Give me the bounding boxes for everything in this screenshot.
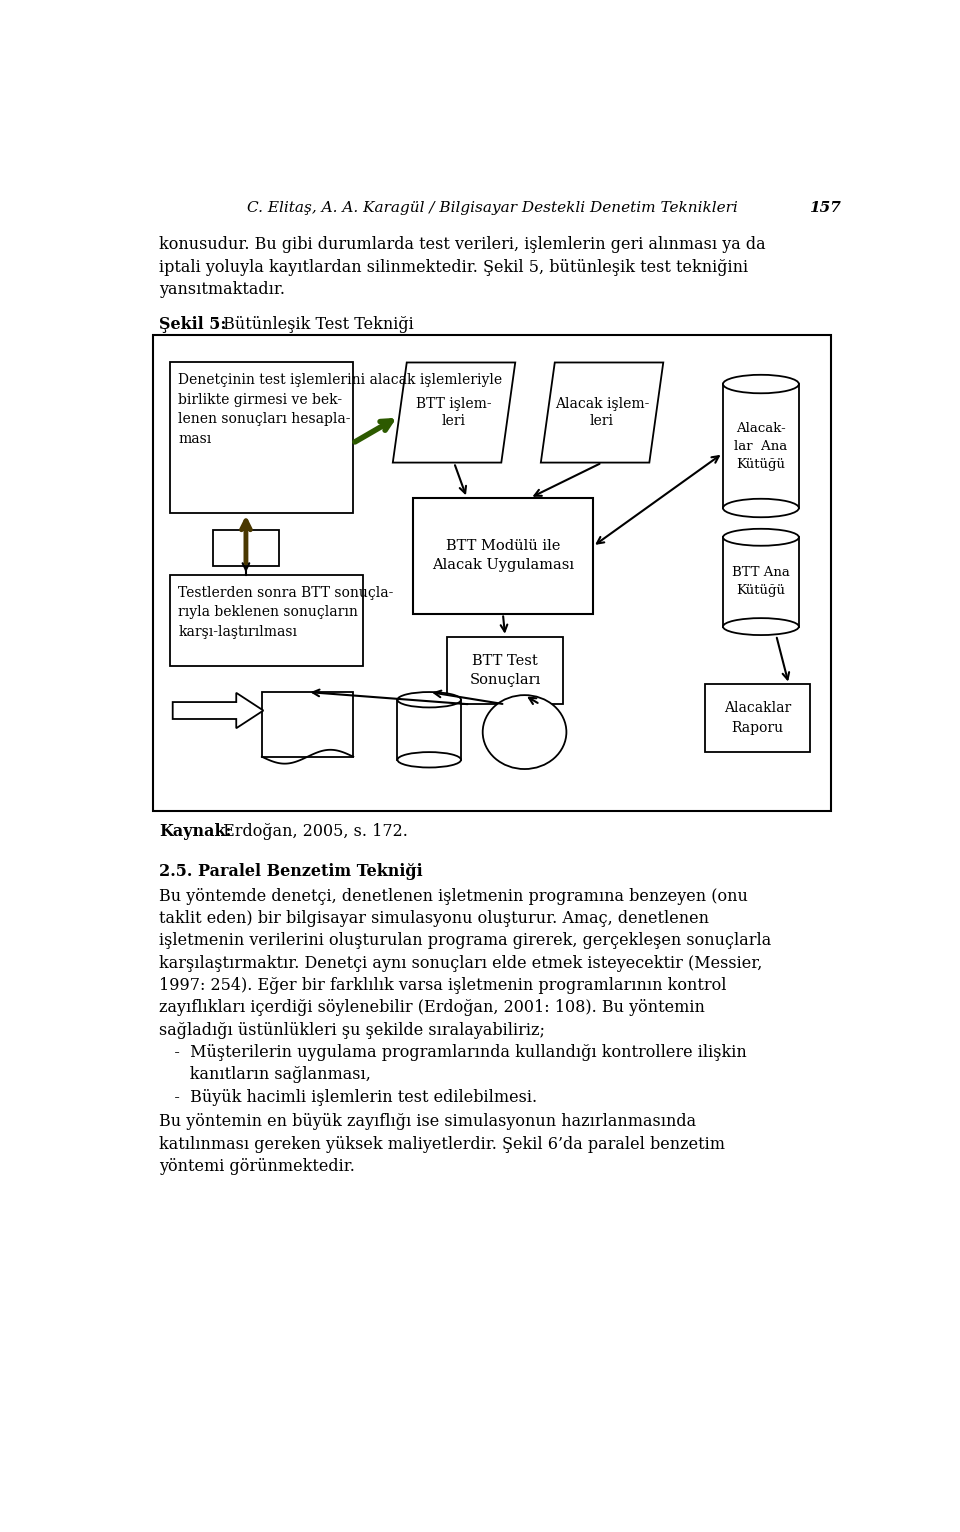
Polygon shape — [540, 363, 663, 463]
Text: Bu yöntemde denetçi, denetlenen işletmenin programına benzeyen (onu: Bu yöntemde denetçi, denetlenen işletmen… — [158, 887, 748, 904]
Bar — [262, 692, 353, 757]
Text: işletmenin verilerini oluşturulan programa girerek, gerçekleşen sonuçlarla: işletmenin verilerini oluşturulan progra… — [158, 933, 771, 950]
Text: -  Müşterilerin uygulama programlarında kullandığı kontrollere ilişkin: - Müşterilerin uygulama programlarında k… — [158, 1043, 747, 1062]
Text: katılınması gereken yüksek maliyetlerdir. Şekil 6’da paralel benzetim: katılınması gereken yüksek maliyetlerdir… — [158, 1135, 725, 1152]
Text: BTT Modülü ile
Alacak Uygulaması: BTT Modülü ile Alacak Uygulaması — [432, 539, 574, 573]
Text: BTT Test
Sonuçları: BTT Test Sonuçları — [469, 654, 540, 688]
Text: BTT Ana
Kütüğü: BTT Ana Kütüğü — [732, 567, 790, 597]
Text: Kaynak:: Kaynak: — [158, 823, 231, 840]
Text: yöntemi görünmektedir.: yöntemi görünmektedir. — [158, 1158, 354, 1175]
Ellipse shape — [723, 529, 799, 545]
Bar — [447, 637, 564, 705]
Bar — [723, 538, 799, 627]
Bar — [170, 574, 363, 666]
Text: Alacak-
lar  Ana
Kütüğü: Alacak- lar Ana Kütüğü — [734, 421, 787, 470]
Text: Denetçinin test işlemlerini alacak işlemleriyle
birlikte girmesi ve bek-
lenen s: Denetçinin test işlemlerini alacak işlem… — [179, 374, 502, 446]
Bar — [723, 385, 799, 509]
Bar — [153, 336, 831, 810]
Text: taklit eden) bir bilgisayar simulasyonu oluşturur. Amaç, denetlenen: taklit eden) bir bilgisayar simulasyonu … — [158, 910, 708, 927]
Text: yansıtmaktadır.: yansıtmaktadır. — [158, 280, 285, 297]
Text: Erdoğan, 2005, s. 172.: Erdoğan, 2005, s. 172. — [218, 823, 408, 840]
Ellipse shape — [483, 696, 566, 769]
Text: konusudur. Bu gibi durumlarda test verileri, işlemlerin geri alınması ya da: konusudur. Bu gibi durumlarda test veril… — [158, 236, 765, 253]
Bar — [213, 530, 278, 565]
Ellipse shape — [723, 617, 799, 636]
Text: karşılaştırmaktır. Denetçi aynı sonuçları elde etmek isteyecektir (Messier,: karşılaştırmaktır. Denetçi aynı sonuçlar… — [158, 954, 762, 971]
Text: Testlerden sonra BTT sonuçla-
rıyla beklenen sonuçların
karşı-laştırılması: Testlerden sonra BTT sonuçla- rıyla bekl… — [179, 585, 394, 639]
Polygon shape — [393, 363, 516, 463]
Ellipse shape — [397, 752, 461, 768]
Text: kanıtların sağlanması,: kanıtların sağlanması, — [158, 1066, 371, 1083]
Text: 1997: 254). Eğer bir farklılık varsa işletmenin programlarının kontrol: 1997: 254). Eğer bir farklılık varsa işl… — [158, 977, 727, 994]
Text: iptali yoluyla kayıtlardan silinmektedir. Şekil 5, bütünleşik test tekniğini: iptali yoluyla kayıtlardan silinmektedir… — [158, 259, 748, 276]
Ellipse shape — [723, 499, 799, 518]
Polygon shape — [173, 692, 263, 728]
Text: C. Elitaş, A. A. Karagül / Bilgisayar Destekli Denetim Teknikleri: C. Elitaş, A. A. Karagül / Bilgisayar De… — [247, 201, 737, 214]
Text: 2.5. Paralel Benzetim Tekniği: 2.5. Paralel Benzetim Tekniği — [158, 863, 422, 879]
Text: Alacak işlem-
leri: Alacak işlem- leri — [555, 397, 649, 429]
Bar — [397, 700, 461, 760]
Text: -  Büyük hacimli işlemlerin test edilebilmesi.: - Büyük hacimli işlemlerin test edilebil… — [158, 1089, 537, 1106]
Text: zayıflıkları içerdiği söylenebilir (Erdoğan, 2001: 108). Bu yöntemin: zayıflıkları içerdiği söylenebilir (Erdo… — [158, 999, 705, 1016]
Ellipse shape — [397, 692, 461, 708]
Text: Alacaklar
Raporu: Alacaklar Raporu — [724, 702, 791, 735]
Text: Bu yöntemin en büyük zayıflığı ise simulasyonun hazırlanmasında: Bu yöntemin en büyük zayıflığı ise simul… — [158, 1114, 696, 1131]
Text: BTT işlem-
leri: BTT işlem- leri — [417, 397, 492, 429]
Bar — [170, 363, 352, 513]
Text: Şekil 5:: Şekil 5: — [158, 316, 227, 334]
Text: sağladığı üstünlükleri şu şekilde sıralayabiliriz;: sağladığı üstünlükleri şu şekilde sırala… — [158, 1022, 544, 1039]
Text: Bütünleşik Test Tekniği: Bütünleşik Test Tekniği — [219, 316, 414, 334]
Bar — [413, 498, 592, 613]
Bar — [706, 685, 809, 752]
Ellipse shape — [723, 375, 799, 394]
Text: 157: 157 — [809, 201, 841, 214]
